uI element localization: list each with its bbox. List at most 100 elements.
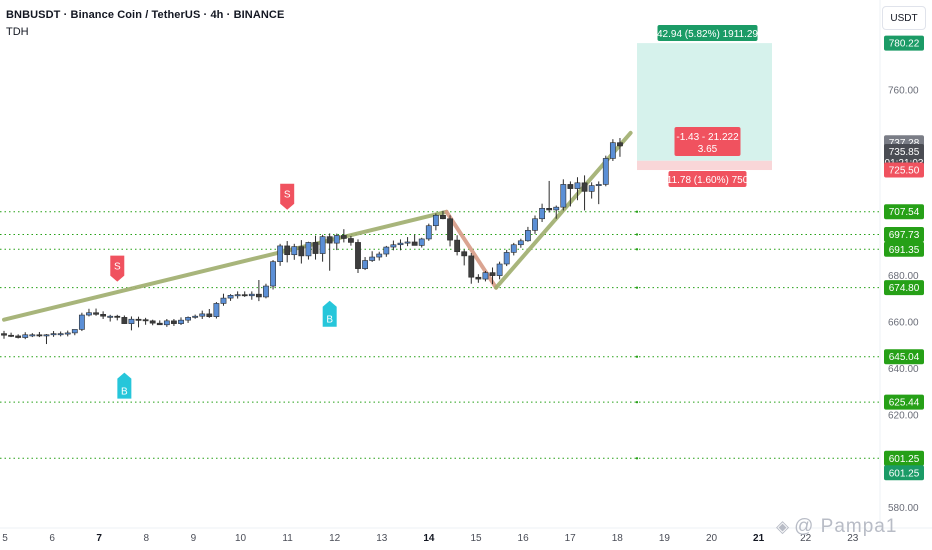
candle-body	[185, 317, 191, 321]
bullish-candle	[482, 270, 489, 282]
candle-body	[595, 184, 602, 186]
candle-body	[78, 314, 85, 330]
price-tag-bg	[884, 162, 924, 178]
bullish-candle	[64, 330, 71, 337]
x-tick-label: 23	[847, 533, 859, 544]
level-anchor	[636, 286, 638, 289]
bearish-candle	[440, 210, 446, 220]
candle-body	[397, 242, 404, 246]
candle-body	[404, 241, 411, 244]
candle-body	[107, 315, 114, 318]
center-label-bg	[674, 127, 741, 156]
bullish-candle	[107, 314, 114, 322]
stop-label-bg	[668, 171, 747, 187]
bullish-candle	[199, 310, 206, 319]
candle-body	[440, 214, 446, 220]
stop-label: 11.78 (1.60%) 750	[667, 171, 749, 187]
x-tick-label: 10	[235, 533, 247, 544]
price-tag-text: 780.22	[889, 39, 920, 50]
candle-body	[355, 242, 361, 269]
x-tick-label: 19	[659, 533, 671, 544]
candle-body	[517, 240, 524, 246]
signal-letter: B	[121, 387, 128, 398]
bullish-candle	[71, 329, 78, 336]
bullish-candle	[185, 316, 191, 323]
bearish-candle	[355, 239, 361, 274]
bullish-candle	[496, 261, 503, 280]
bearish-candle	[8, 332, 14, 338]
bearish-candle	[149, 319, 156, 326]
candle-body	[22, 334, 29, 338]
level-anchor	[636, 355, 638, 358]
level-price-tag: 601.25	[884, 450, 924, 466]
bullish-candle	[192, 314, 199, 319]
bullish-candle	[57, 331, 64, 337]
bullish-candle	[595, 181, 602, 205]
indicator-name[interactable]: TDH	[6, 26, 29, 38]
target-label: 42.94 (5.82%) 1911.29	[657, 25, 758, 41]
candle-body	[567, 184, 574, 189]
bullish-candle	[319, 234, 326, 262]
bullish-candle	[277, 243, 284, 266]
candle-body	[142, 319, 149, 322]
currency-button[interactable]: USDT	[882, 6, 926, 30]
candle-body	[234, 294, 241, 297]
candle-body	[553, 206, 560, 211]
bullish-candle	[128, 316, 135, 331]
level-anchor	[636, 457, 638, 460]
level-tag-text: 601.25	[889, 454, 920, 465]
x-tick-label: 20	[706, 533, 718, 544]
level-price-tag: 645.04	[884, 349, 924, 365]
bearish-candle	[284, 241, 291, 263]
level-tag-bg	[884, 394, 924, 410]
bearish-candle	[475, 274, 482, 283]
level-anchor	[636, 233, 638, 236]
candle-body	[149, 320, 156, 324]
target-label-bg	[657, 25, 758, 41]
bearish-candle	[411, 234, 418, 246]
bullish-candle	[178, 317, 184, 326]
x-tick-label: 21	[753, 533, 765, 544]
level-tag-bg	[884, 280, 924, 296]
bearish-candle	[156, 320, 163, 326]
bullish-candle	[213, 302, 220, 319]
candle-body	[305, 242, 312, 257]
candle-body	[602, 158, 609, 185]
sell-marker-shape	[110, 255, 125, 282]
bullish-candle	[602, 155, 609, 187]
bullish-candle	[397, 239, 404, 251]
candle-body	[1, 333, 7, 336]
bullish-candle	[574, 177, 581, 201]
x-tick-label: 15	[470, 533, 482, 544]
candle-body	[588, 185, 595, 192]
bearish-candle	[454, 235, 461, 256]
sell-signal: S	[280, 183, 295, 210]
bullish-candle	[163, 318, 170, 327]
bullish-candle	[43, 334, 50, 345]
buy-signal: B	[322, 300, 337, 327]
bullish-candle	[78, 312, 85, 332]
candle-body	[362, 260, 368, 269]
bullish-candle	[553, 205, 560, 219]
candle-body	[574, 182, 581, 189]
bullish-candle	[425, 223, 432, 241]
candle-body	[213, 303, 220, 317]
candle-body	[171, 320, 177, 324]
bullish-candle	[362, 257, 368, 271]
candle-body	[263, 285, 269, 298]
center-label-line2: 3.65	[698, 144, 718, 155]
center-label-line1: -1.43 - 21.222	[676, 132, 739, 143]
bearish-candle	[135, 316, 142, 328]
x-tick-label: 6	[49, 533, 55, 544]
bearish-candle	[255, 280, 262, 302]
candle-body	[156, 322, 163, 326]
candle-body	[532, 218, 538, 231]
x-tick-label: 8	[144, 533, 150, 544]
y-tick-label: 760.00	[888, 86, 919, 97]
bullish-candle	[588, 182, 595, 199]
level-tag-bg	[884, 450, 924, 466]
bullish-candle	[560, 179, 567, 211]
level-price-tag: 707.54	[884, 204, 924, 220]
candle-body	[496, 263, 503, 276]
